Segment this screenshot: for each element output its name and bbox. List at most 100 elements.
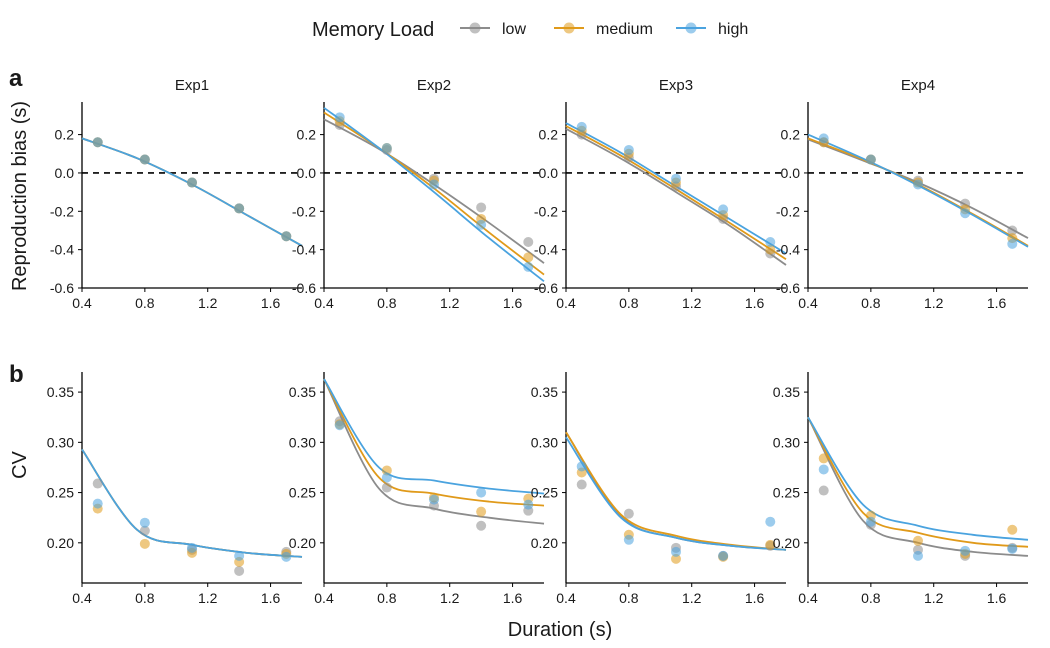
data-point-low	[476, 520, 487, 531]
x-tick-label: 0.4	[556, 590, 576, 606]
data-point-low	[523, 236, 534, 247]
data-point-high	[234, 550, 245, 561]
data-point-low	[234, 565, 245, 576]
y-tick-label: 0.2	[539, 127, 559, 143]
data-point-medium	[1007, 524, 1018, 535]
facet-title: Exp1	[175, 77, 209, 94]
data-point-high	[429, 494, 439, 505]
fit-line-high	[323, 378, 545, 495]
y-tick-label: 0.25	[289, 485, 316, 501]
x-tick-label: 0.4	[798, 295, 818, 311]
data-point-medium	[765, 244, 776, 255]
panel-a-exp1: Exp1 -0.6 -0.4 -0.2 0.0 0.2 0.4 0.8 1.2 1.6	[50, 77, 303, 311]
y-tick-label: 0.20	[531, 535, 558, 551]
data-point-high	[476, 487, 487, 498]
fit-line-high	[323, 107, 545, 283]
data-point-high	[429, 179, 439, 190]
fit-line-low	[323, 378, 545, 525]
x-tick-label: 0.4	[314, 295, 334, 311]
panel-b-exp4: 0.20 0.25 0.30 0.35 0.4 0.8 1.2 1.6	[773, 372, 1029, 606]
y-tick-label: -0.6	[50, 280, 74, 296]
y-tick-label: 0.30	[47, 434, 74, 450]
x-axis-label: Duration (s)	[508, 619, 612, 641]
data-point-high	[913, 179, 923, 190]
data-point-high	[765, 236, 776, 247]
x-tick-label: 1.2	[924, 295, 944, 311]
panel-b-exp2: 0.20 0.25 0.30 0.35 0.4 0.8 1.2 1.6	[289, 372, 545, 606]
y-tick-label: -0.4	[534, 242, 558, 258]
y-axis-label-b: CV	[9, 450, 31, 478]
data-point-low	[818, 485, 829, 496]
y-tick-label: 0.2	[297, 127, 317, 143]
y-tick-label: -0.2	[534, 203, 558, 219]
data-point-medium	[523, 252, 534, 263]
x-tick-label: 1.6	[987, 590, 1007, 606]
data-point-high	[765, 516, 776, 527]
panel-a-exp4: Exp4 -0.6 -0.4 -0.2 0.0 0.2 0.4 0.8 1.2 1.6	[776, 77, 1029, 311]
data-point-high	[334, 112, 345, 123]
data-point-high	[576, 461, 587, 472]
x-tick-label: 0.4	[556, 295, 576, 311]
data-point-high	[1007, 543, 1018, 554]
y-tick-label: 0.30	[531, 434, 558, 450]
fit-line-high	[565, 436, 787, 551]
fit-line-high	[81, 448, 303, 558]
data-point-high	[187, 177, 197, 188]
data-point-high	[576, 121, 587, 132]
x-tick-label: 1.6	[745, 590, 765, 606]
data-point-high	[476, 219, 487, 230]
plot-area: Exp1 -0.6 -0.4 -0.2 0.0 0.2 0.4 0.8 1.2 1.6 Exp2 -0…	[47, 77, 1029, 606]
data-point-high	[1007, 238, 1018, 249]
y-tick-label: 0.25	[531, 485, 558, 501]
y-tick-label: -0.2	[292, 203, 316, 219]
data-point-low	[623, 508, 634, 519]
data-point-high	[139, 517, 150, 528]
data-point-low	[476, 202, 487, 213]
panel-label-a: a	[9, 65, 23, 92]
x-tick-label: 1.6	[503, 295, 523, 311]
y-tick-label: -0.4	[50, 242, 74, 258]
data-point-low	[139, 525, 150, 536]
data-point-high	[960, 208, 971, 219]
fit-line-low	[81, 137, 303, 247]
y-tick-label: 0.35	[47, 384, 74, 400]
data-point-medium	[765, 539, 776, 550]
y-tick-label: 0.2	[55, 127, 75, 143]
data-point-high	[523, 261, 534, 272]
data-point-high	[334, 420, 345, 431]
x-tick-label: 0.8	[377, 590, 397, 606]
data-point-medium	[381, 465, 392, 476]
fit-line-medium	[81, 137, 303, 247]
facet-title: Exp2	[417, 77, 451, 94]
x-tick-label: 1.2	[198, 590, 218, 606]
y-tick-label: 0.25	[773, 485, 800, 501]
data-point-high	[818, 133, 829, 144]
data-point-high	[960, 545, 971, 556]
data-point-high	[623, 144, 634, 155]
x-tick-label: 0.8	[861, 295, 881, 311]
panel-b-exp1: 0.20 0.25 0.30 0.35 0.4 0.8 1.2 1.6	[47, 372, 303, 606]
x-tick-label: 0.4	[72, 295, 92, 311]
y-tick-label: 0.35	[289, 384, 316, 400]
y-tick-label: 0.0	[539, 165, 559, 181]
panel-a-exp3: Exp3 -0.6 -0.4 -0.2 0.0 0.2 0.4 0.8 1.2 1.6	[534, 77, 787, 311]
legend-label: medium	[596, 21, 653, 38]
legend-swatch-point	[563, 22, 575, 34]
x-tick-label: 1.6	[261, 590, 281, 606]
y-tick-label: 0.20	[773, 535, 800, 551]
legend-title: Memory Load	[312, 19, 434, 41]
data-point-high	[187, 542, 197, 553]
legend-items: low medium high	[460, 21, 748, 38]
x-tick-label: 1.2	[440, 590, 460, 606]
data-point-medium	[818, 453, 829, 464]
panel-label-b: b	[9, 361, 24, 388]
fit-line-low	[807, 416, 1029, 557]
data-point-high	[381, 143, 392, 154]
x-tick-label: 1.6	[987, 295, 1007, 311]
y-tick-label: 0.30	[773, 434, 800, 450]
y-tick-label: 0.0	[781, 165, 801, 181]
data-point-high	[381, 472, 392, 483]
y-tick-label: 0.30	[289, 434, 316, 450]
facet-title: Exp3	[659, 77, 693, 94]
legend: Memory Load low medium high	[312, 19, 748, 41]
